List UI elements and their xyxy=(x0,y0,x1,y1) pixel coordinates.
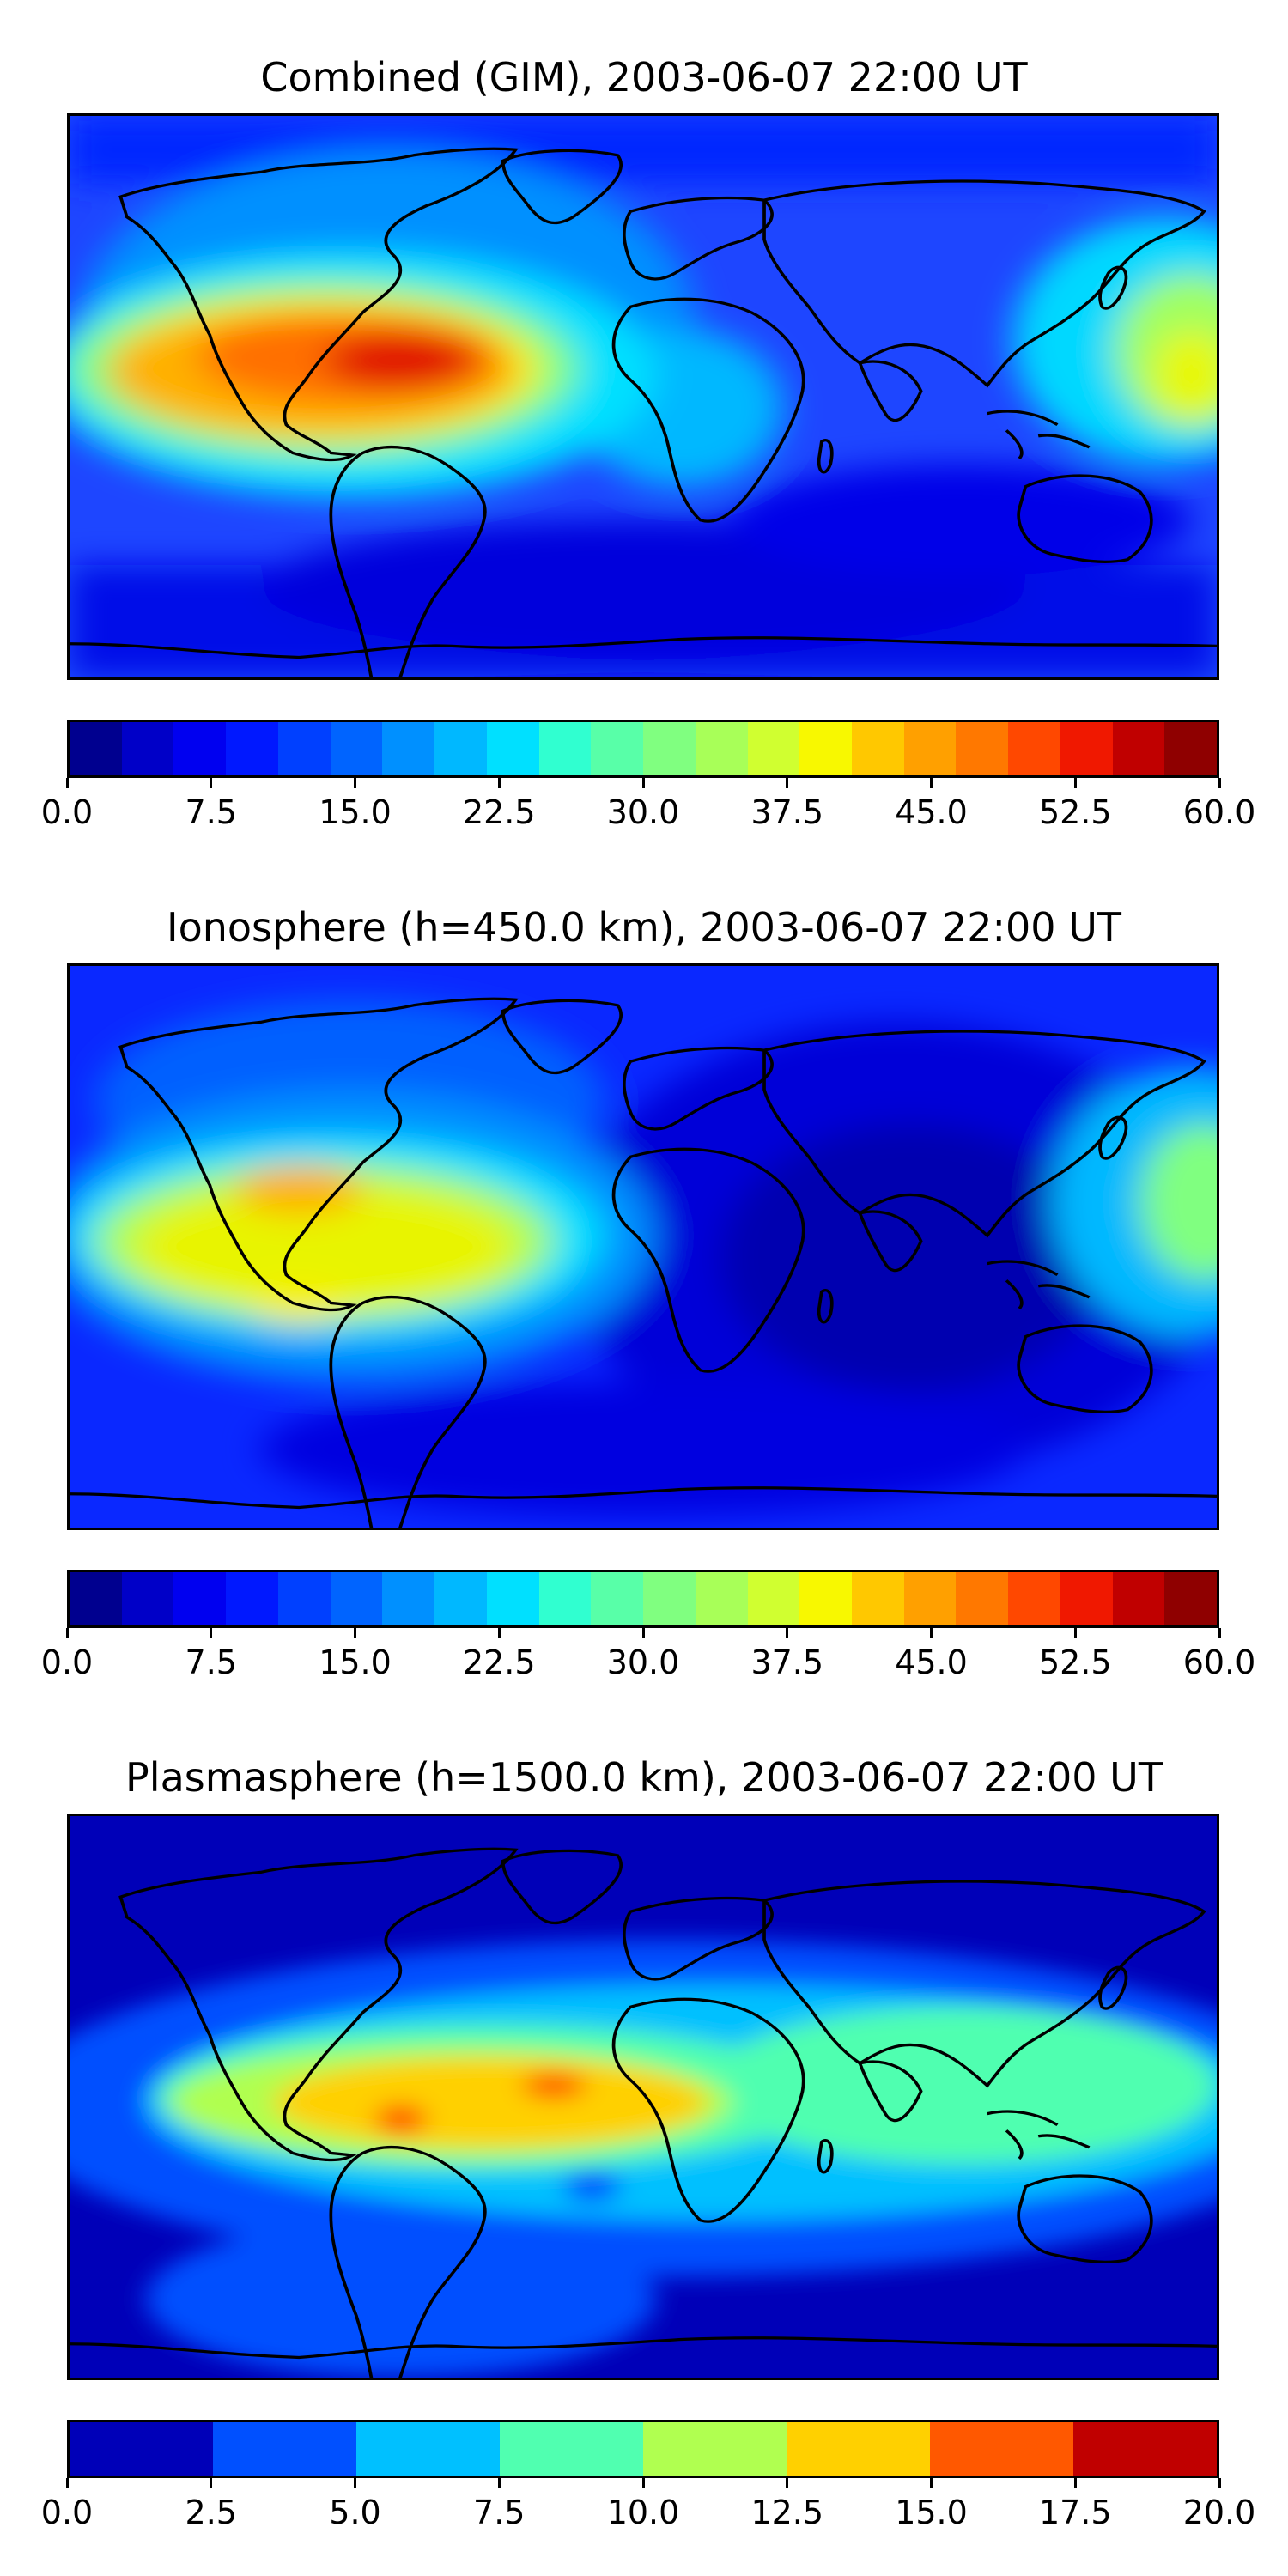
colorbar-segment xyxy=(591,722,644,775)
ionosphere-colorbar xyxy=(67,1570,1219,1628)
colorbar-tick-label: 37.5 xyxy=(750,1643,824,1681)
colorbar-segment xyxy=(1164,1572,1218,1625)
colorbar-tick-label: 30.0 xyxy=(606,793,680,831)
colorbar-tick-label: 60.0 xyxy=(1182,1643,1256,1681)
colorbar-segment xyxy=(1112,1572,1165,1625)
colorbar-tick-label: 15.0 xyxy=(319,793,392,831)
colorbar-segment xyxy=(330,1572,383,1625)
colorbar-tick-label: 2.5 xyxy=(185,2494,237,2531)
colorbar-segment xyxy=(500,2422,643,2476)
colorbar-tick-label: 7.5 xyxy=(473,2494,526,2531)
colorbar-tick-label: 20.0 xyxy=(1182,2494,1256,2531)
colorbar-segment xyxy=(956,722,1009,775)
panel-title: Plasmasphere (h=1500.0 km), 2003-06-07 2… xyxy=(125,1754,1163,1801)
colorbar-tick-label: 37.5 xyxy=(750,793,824,831)
colorbar-tick-label: 0.0 xyxy=(40,2494,94,2531)
colorbar-tick-label: 10.0 xyxy=(606,2494,680,2531)
colorbar-segment xyxy=(1164,722,1218,775)
plasmasphere-colorbar xyxy=(67,2420,1219,2478)
colorbar-segment xyxy=(173,722,227,775)
colorbar-segment xyxy=(591,1572,644,1625)
colorbar-segment xyxy=(747,722,800,775)
colorbar-tick-label: 7.5 xyxy=(185,793,237,831)
combined-colorbar-ticks: 0.0 7.5 15.0 22.5 30.0 37.5 45.0 52.5 60… xyxy=(41,778,1255,831)
colorbar-segment xyxy=(382,1572,435,1625)
colorbar-segment xyxy=(434,722,487,775)
colorbar-segment xyxy=(695,722,748,775)
colorbar-tick-label: 22.5 xyxy=(462,1643,536,1681)
colorbar-segment xyxy=(1008,722,1060,775)
colorbar-tick-label: 12.5 xyxy=(750,2494,824,2531)
combined-map xyxy=(67,113,1219,680)
colorbar-segment xyxy=(434,1572,487,1625)
colorbar-segment xyxy=(70,2422,213,2476)
colorbar-tick-label: 52.5 xyxy=(1038,1643,1112,1681)
ionosphere-map xyxy=(67,963,1219,1530)
colorbar-segment xyxy=(643,2422,787,2476)
colorbar-segment xyxy=(121,1572,174,1625)
colorbar-segment xyxy=(747,1572,800,1625)
colorbar-tick-label: 22.5 xyxy=(462,793,536,831)
colorbar-segment xyxy=(70,1572,122,1625)
colorbar-segment xyxy=(643,1572,696,1625)
colorbar-tick-label: 5.0 xyxy=(329,2494,381,2531)
colorbar-segment xyxy=(1060,722,1113,775)
colorbar-tick-label: 17.5 xyxy=(1038,2494,1112,2531)
colorbar-segment xyxy=(277,722,331,775)
colorbar-segment xyxy=(930,2422,1073,2476)
colorbar-segment xyxy=(538,722,592,775)
plasmasphere-colorbar-ticks: 0.0 2.5 5.0 7.5 10.0 12.5 15.0 17.5 20.0 xyxy=(41,2478,1255,2531)
colorbar-segment xyxy=(356,2422,500,2476)
panel-title: Combined (GIM), 2003-06-07 22:00 UT xyxy=(260,54,1028,100)
colorbar-segment xyxy=(903,722,957,775)
colorbar-segment xyxy=(486,722,539,775)
colorbar-segment xyxy=(903,1572,957,1625)
colorbar-segment xyxy=(173,1572,227,1625)
colorbar-segment xyxy=(799,722,853,775)
colorbar-tick-label: 7.5 xyxy=(185,1643,237,1681)
colorbar-tick-label: 0.0 xyxy=(40,793,94,831)
colorbar-tick-label: 15.0 xyxy=(319,1643,392,1681)
colorbar-segment xyxy=(799,1572,853,1625)
colorbar-segment xyxy=(330,722,383,775)
combined-colorbar xyxy=(67,720,1219,778)
colorbar-segment xyxy=(538,1572,592,1625)
colorbar-tick-label: 30.0 xyxy=(606,1643,680,1681)
plasmasphere-map-canvas xyxy=(70,1816,1217,2378)
colorbar-segment xyxy=(787,2422,930,2476)
colorbar-segment xyxy=(277,1572,331,1625)
colorbar-segment xyxy=(226,722,278,775)
colorbar-segment xyxy=(1112,722,1165,775)
colorbar-segment xyxy=(486,1572,539,1625)
colorbar-tick-label: 52.5 xyxy=(1038,793,1112,831)
colorbar-segment xyxy=(1008,1572,1060,1625)
colorbar-segment xyxy=(643,722,696,775)
ionosphere-map-canvas xyxy=(70,966,1217,1528)
colorbar-segment xyxy=(956,1572,1009,1625)
colorbar-segment xyxy=(852,1572,904,1625)
colorbar-segment xyxy=(382,722,435,775)
colorbar-segment xyxy=(1073,2422,1217,2476)
colorbar-segment xyxy=(226,1572,278,1625)
colorbar-tick-label: 45.0 xyxy=(895,1643,968,1681)
panel-title: Ionosphere (h=450.0 km), 2003-06-07 22:0… xyxy=(167,904,1121,951)
colorbar-segment xyxy=(1060,1572,1113,1625)
colorbar-tick-label: 0.0 xyxy=(40,1643,94,1681)
colorbar-tick-label: 60.0 xyxy=(1182,793,1256,831)
colorbar-tick-label: 45.0 xyxy=(895,793,968,831)
colorbar-segment xyxy=(695,1572,748,1625)
colorbar-segment xyxy=(213,2422,356,2476)
colorbar-segment xyxy=(852,722,904,775)
colorbar-tick-label: 15.0 xyxy=(895,2494,968,2531)
plasmasphere-map xyxy=(67,1814,1219,2380)
colorbar-segment xyxy=(70,722,122,775)
colorbar-segment xyxy=(121,722,174,775)
ionosphere-colorbar-ticks: 0.0 7.5 15.0 22.5 30.0 37.5 45.0 52.5 60… xyxy=(41,1628,1255,1681)
combined-map-canvas xyxy=(70,116,1217,677)
